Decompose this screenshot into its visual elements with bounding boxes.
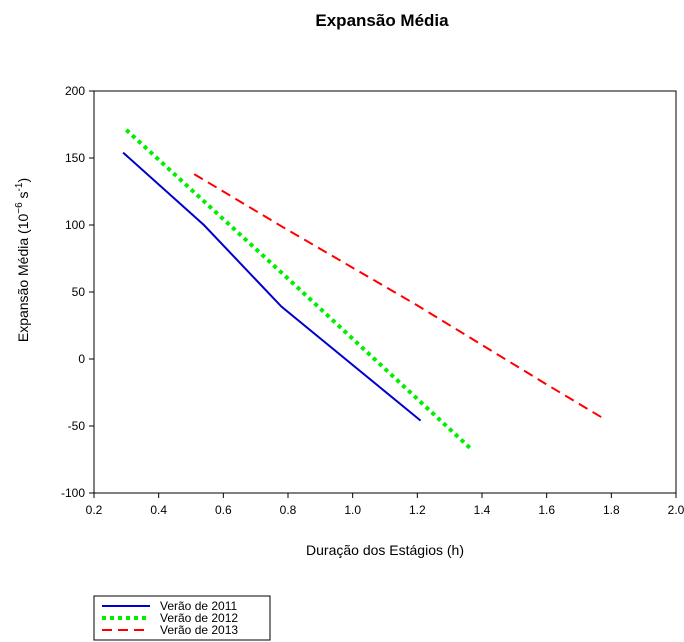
series-line-2 bbox=[124, 128, 474, 452]
y-tick-label: 100 bbox=[65, 218, 85, 232]
x-tick-label: 0.6 bbox=[215, 503, 232, 517]
series-lines bbox=[122, 128, 606, 452]
legend-label-3: Verão de 2013 bbox=[160, 623, 238, 637]
x-tick-label: 1.0 bbox=[344, 503, 361, 517]
x-tick-label: 1.2 bbox=[409, 503, 426, 517]
x-tick-label: 1.8 bbox=[603, 503, 620, 517]
y-tick-label: 50 bbox=[72, 285, 86, 299]
y-tick-label: -100 bbox=[61, 486, 85, 500]
x-tick-label: 2.0 bbox=[668, 503, 684, 517]
y-axis-label-end: ) bbox=[15, 178, 31, 183]
y-axis-label-exponent-2: -1 bbox=[14, 182, 25, 191]
x-axis-label: Duração dos Estágios (h) bbox=[306, 542, 464, 558]
y-axis: -100 -50 0 50 100 150 200 bbox=[61, 84, 94, 500]
y-tick-label: -50 bbox=[68, 419, 86, 433]
x-axis: 0.2 0.4 0.6 0.8 1.0 1.2 1.4 1.6 1.8 2.0 bbox=[86, 493, 684, 517]
y-axis-label-unit: s bbox=[15, 191, 31, 202]
x-tick-label: 1.6 bbox=[538, 503, 555, 517]
legend-label-1: Verão de 2011 bbox=[160, 599, 238, 613]
legend-box bbox=[93, 595, 271, 641]
x-tick-label: 0.2 bbox=[86, 503, 103, 517]
series-line-1 bbox=[122, 151, 422, 422]
y-tick-label: 0 bbox=[78, 352, 85, 366]
y-tick-label: 150 bbox=[65, 151, 85, 165]
x-tick-label: 0.8 bbox=[280, 503, 297, 517]
y-tick-label: 200 bbox=[65, 84, 85, 98]
plot-area bbox=[93, 90, 677, 494]
y-axis-label-exponent-1: −6 bbox=[14, 202, 25, 214]
y-axis-label: Expansão Média (10−6 s-1) bbox=[14, 178, 31, 342]
y-axis-label-base: Expansão Média (10 bbox=[15, 214, 31, 343]
legend-label-2: Verão de 2012 bbox=[160, 611, 238, 625]
x-tick-label: 1.4 bbox=[474, 503, 491, 517]
x-tick-label: 0.4 bbox=[150, 503, 167, 517]
chart-title: Expansão Média bbox=[315, 11, 449, 30]
series-line-3 bbox=[193, 173, 606, 421]
